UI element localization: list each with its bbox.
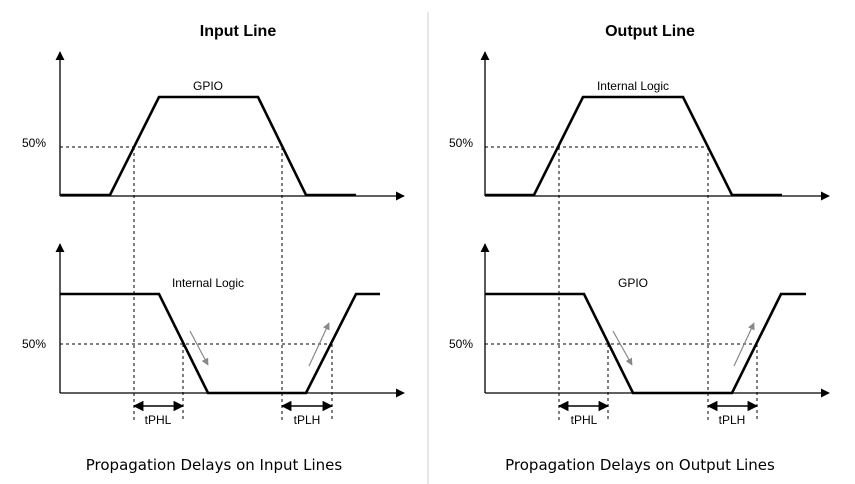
output-line-panel: Output Line 50% Internal Logic 50% GPIO … <box>449 23 830 474</box>
tphl-label: tPHL <box>571 413 598 427</box>
panel-caption: Propagation Delays on Input Lines <box>86 456 343 474</box>
rising-edge-arrow <box>733 322 755 367</box>
bottom-threshold-label: 50% <box>22 337 46 351</box>
panel-caption: Propagation Delays on Output Lines <box>505 456 775 474</box>
top-signal-label: GPIO <box>193 79 223 93</box>
tplh-label: tPLH <box>294 413 321 427</box>
internal-logic-waveform <box>485 95 782 197</box>
bottom-threshold-label: 50% <box>449 337 473 351</box>
top-signal-label: Internal Logic <box>597 79 669 93</box>
tphl-label: tPHL <box>145 413 172 427</box>
gpio-waveform <box>485 292 806 395</box>
input-line-panel: Input Line 50% GPIO 50% Internal Logic t… <box>22 23 405 474</box>
bottom-signal-label: Internal Logic <box>172 276 244 290</box>
top-threshold-label: 50% <box>449 136 473 150</box>
panel-title: Input Line <box>200 23 277 40</box>
tplh-label: tPLH <box>719 413 746 427</box>
rising-edge-arrow <box>308 322 330 367</box>
internal-logic-waveform <box>60 292 380 395</box>
panel-title: Output Line <box>605 23 695 40</box>
bottom-signal-label: GPIO <box>618 276 648 290</box>
falling-edge-arrow <box>612 330 633 366</box>
gpio-waveform <box>60 95 356 197</box>
top-threshold-label: 50% <box>22 136 46 150</box>
falling-edge-arrow <box>189 330 209 366</box>
